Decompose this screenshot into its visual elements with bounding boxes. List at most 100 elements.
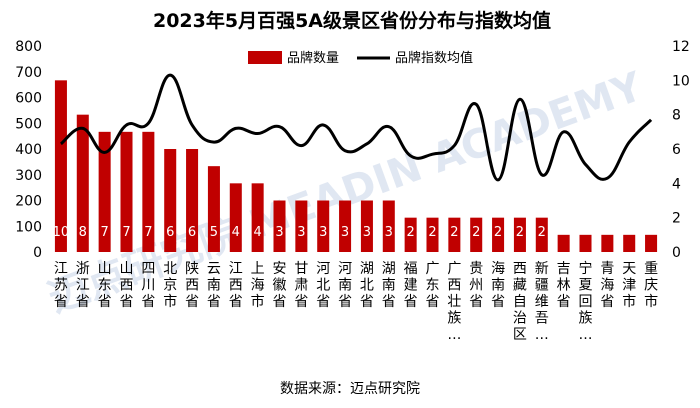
bar	[295, 200, 308, 252]
bar	[492, 217, 505, 252]
left-y-axis: 0 100 200 300 400 500 600 700 800	[15, 39, 42, 261]
bar	[317, 200, 330, 252]
bar	[98, 131, 111, 252]
bar	[557, 234, 570, 252]
left-tick-label: 200	[15, 194, 42, 210]
bar	[54, 80, 67, 252]
index-line	[59, 73, 653, 182]
right-tick-label: 10	[672, 73, 690, 89]
x-tick-label: 山西省	[120, 261, 134, 310]
right-tick-label: 0	[672, 245, 681, 261]
bar	[426, 217, 439, 252]
left-tick-label: 800	[15, 39, 42, 55]
bar-value-label: 2	[428, 225, 436, 240]
x-tick-label: 四川省	[141, 261, 155, 310]
bar-value-label: 7	[144, 225, 152, 240]
bar-series	[54, 80, 658, 253]
x-tick-label: 天津市	[622, 261, 636, 310]
x-tick-label: 重庆市	[644, 261, 658, 310]
x-tick-label: 新疆维吾…	[535, 261, 549, 343]
left-tick-label: 300	[15, 168, 42, 184]
bar-value-label: 3	[385, 225, 393, 240]
bar	[623, 234, 636, 252]
right-tick-label: 4	[672, 176, 681, 192]
bar	[186, 149, 199, 252]
bar-value-label: 3	[297, 225, 305, 240]
bar	[601, 234, 614, 252]
bar	[513, 217, 526, 252]
legend: 品牌数量 品牌指数均值	[248, 50, 473, 66]
right-tick-label: 8	[672, 108, 681, 124]
bar	[229, 183, 242, 252]
left-tick-label: 600	[15, 91, 42, 107]
bar-value-label: 7	[122, 225, 130, 240]
bar-value-label: 10	[53, 225, 70, 240]
left-tick-label: 500	[15, 116, 42, 132]
bar	[404, 217, 417, 252]
bar-value-label: 2	[516, 225, 524, 240]
bar-value-label: 2	[450, 225, 458, 240]
x-tick-label: 上海市	[251, 261, 265, 310]
right-tick-label: 12	[672, 39, 690, 55]
left-tick-label: 100	[15, 219, 42, 235]
bar-value-label: 6	[188, 225, 196, 240]
legend-line-label: 品牌指数均值	[395, 50, 473, 66]
bar	[448, 217, 461, 252]
bar-value-label: 8	[79, 225, 87, 240]
left-tick-label: 700	[15, 65, 42, 81]
x-tick-label: 云南省	[207, 261, 221, 310]
bar-value-label: 5	[210, 225, 218, 240]
x-tick-label: 青海省	[600, 261, 614, 310]
x-axis-labels: 江苏省浙江省山东省山西省四川省北京市陕西省云南省江西省上海市安徽省甘肃省河北省河…	[54, 260, 658, 343]
x-tick-label: 宁夏回族…	[579, 260, 593, 343]
x-tick-label: 西藏自治区	[513, 261, 527, 343]
bar	[579, 234, 592, 252]
bar-value-label: 2	[407, 225, 415, 240]
x-tick-label: 广东省	[426, 261, 440, 310]
x-tick-label: 江苏省	[54, 261, 68, 310]
x-tick-label: 北京市	[163, 261, 177, 310]
bar	[535, 217, 548, 252]
bar	[470, 217, 483, 252]
bar-value-label: 4	[232, 225, 240, 240]
bar	[142, 131, 155, 252]
chart-title: 2023年5月百强5A级景区省份分布与指数均值	[153, 9, 551, 32]
bar	[645, 234, 658, 252]
legend-bar-swatch	[248, 51, 282, 64]
x-tick-label: 安徽省	[273, 261, 287, 310]
bar	[251, 183, 264, 252]
bar-value-label: 6	[166, 225, 174, 240]
bar-value-label: 7	[101, 225, 109, 240]
bar-value-label: 3	[319, 225, 327, 240]
bar	[164, 149, 177, 252]
bar	[120, 131, 133, 252]
x-tick-label: 陕西省	[185, 261, 199, 310]
right-y-axis: 0 2 4 6 8 10 12	[672, 39, 690, 261]
x-tick-label: 广西壮族…	[447, 261, 461, 343]
bar-value-label: 2	[538, 225, 546, 240]
legend-bar-label: 品牌数量	[287, 50, 339, 66]
x-tick-label: 湖南省	[382, 261, 396, 310]
x-tick-label: 甘肃省	[294, 261, 308, 310]
x-tick-label: 吉林省	[557, 261, 571, 310]
bar	[360, 200, 373, 252]
bar	[273, 200, 286, 252]
x-tick-label: 河南省	[338, 261, 352, 310]
bar	[382, 200, 395, 252]
bar-value-label: 3	[363, 225, 371, 240]
x-tick-label: 山东省	[98, 261, 112, 310]
source-note: 数据来源：迈点研究院	[280, 381, 420, 397]
x-tick-label: 浙江省	[76, 261, 90, 310]
line-series	[59, 73, 653, 182]
bar	[339, 200, 352, 252]
x-tick-label: 河北省	[316, 261, 330, 310]
bar-value-label: 3	[341, 225, 349, 240]
bar-value-label: 4	[254, 225, 262, 240]
right-tick-label: 2	[672, 211, 681, 227]
left-tick-label: 400	[15, 142, 42, 158]
right-tick-label: 6	[672, 142, 681, 158]
x-tick-label: 福建省	[404, 261, 418, 310]
bar	[207, 166, 220, 252]
x-tick-label: 江西省	[229, 261, 243, 310]
